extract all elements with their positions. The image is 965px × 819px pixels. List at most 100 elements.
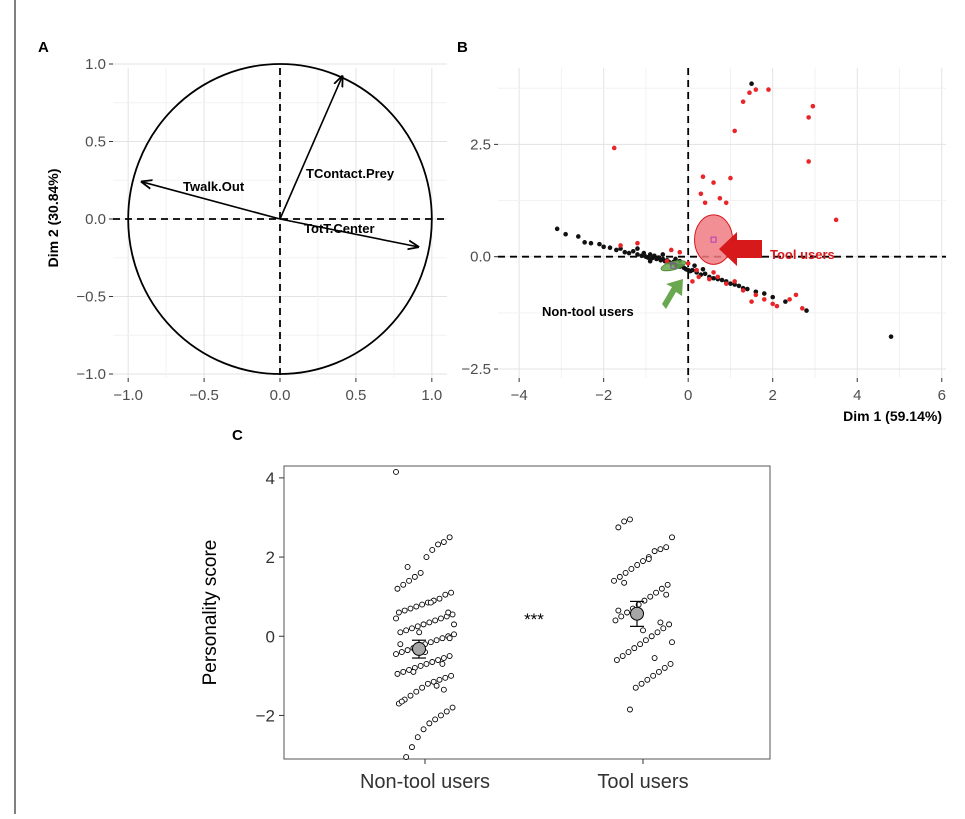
data-point xyxy=(652,549,657,554)
data-point xyxy=(433,717,438,722)
data-point xyxy=(668,661,673,666)
data-point xyxy=(643,638,648,643)
tool-point xyxy=(794,293,799,298)
data-point xyxy=(425,681,430,686)
data-point xyxy=(409,745,414,750)
data-point xyxy=(411,669,416,674)
nontool-point xyxy=(749,81,754,86)
data-point xyxy=(402,608,407,613)
y-tick-label: −0.5 xyxy=(76,289,106,306)
data-point xyxy=(408,606,413,611)
data-point xyxy=(646,557,651,562)
data-point xyxy=(446,610,451,615)
data-point xyxy=(614,658,619,663)
tool-point xyxy=(732,279,737,284)
data-point xyxy=(430,659,435,664)
tool-point xyxy=(834,218,839,223)
data-point xyxy=(444,709,449,714)
data-point xyxy=(418,570,423,575)
data-point xyxy=(441,540,446,545)
x-tick-label: 0 xyxy=(684,387,692,404)
nontool-point xyxy=(635,252,640,257)
data-point xyxy=(633,685,638,690)
x-tick-label: −1.0 xyxy=(113,387,143,404)
data-point xyxy=(658,620,663,625)
data-point xyxy=(651,673,656,678)
data-point xyxy=(408,693,413,698)
data-point xyxy=(447,535,452,540)
data-point xyxy=(654,590,659,595)
y-tick-label: −1.0 xyxy=(76,366,106,383)
tool-point xyxy=(711,270,716,275)
nontool-point xyxy=(762,291,767,296)
data-point xyxy=(642,598,647,603)
data-point xyxy=(428,600,433,605)
data-point xyxy=(632,646,637,651)
data-point xyxy=(622,519,627,524)
tool-point xyxy=(669,248,674,253)
data-point xyxy=(394,652,399,657)
nontool-point xyxy=(804,308,809,313)
data-point xyxy=(436,658,441,663)
tool-point xyxy=(806,115,811,120)
tool-point xyxy=(715,275,720,280)
nontool-point xyxy=(889,334,894,339)
nontool-point xyxy=(582,240,587,245)
data-point xyxy=(420,685,425,690)
data-point xyxy=(616,525,621,530)
data-point xyxy=(449,590,454,595)
tool-point xyxy=(699,191,704,196)
y-tick-label: 4 xyxy=(266,469,275,488)
data-point xyxy=(401,582,406,587)
tool-point xyxy=(754,293,759,298)
nontool-point xyxy=(627,251,632,256)
nontool-point xyxy=(783,299,788,304)
data-point xyxy=(670,640,675,645)
data-point xyxy=(418,663,423,668)
tool-point xyxy=(787,297,792,302)
tool-point xyxy=(811,104,816,109)
data-point xyxy=(641,559,646,564)
data-point xyxy=(404,755,409,760)
tool-point xyxy=(724,281,729,286)
tool-point xyxy=(766,87,771,92)
panel-letter: B xyxy=(457,39,468,56)
x-tick-label: −4 xyxy=(511,387,528,404)
data-point xyxy=(662,665,667,670)
data-point xyxy=(433,618,438,623)
x-tick-label: 1.0 xyxy=(421,387,442,404)
x-tick-label: 0.0 xyxy=(270,387,291,404)
data-point xyxy=(612,578,617,583)
data-point xyxy=(405,564,410,569)
nontool-point xyxy=(622,250,627,255)
data-point xyxy=(664,592,669,597)
nontool-point xyxy=(601,245,606,250)
non-tool-users-label: Non-tool users xyxy=(542,304,634,319)
data-point xyxy=(641,628,646,633)
data-point xyxy=(449,673,454,678)
data-point xyxy=(617,574,622,579)
data-point xyxy=(420,602,425,607)
data-point xyxy=(659,586,664,591)
nontool-point xyxy=(711,276,716,281)
tool-point xyxy=(718,196,723,201)
data-point xyxy=(656,669,661,674)
data-point xyxy=(443,592,448,597)
data-point xyxy=(414,604,419,609)
data-point xyxy=(665,582,670,587)
data-point xyxy=(437,677,442,682)
mean-marker xyxy=(631,607,644,620)
x-tick-label: −0.5 xyxy=(189,387,219,404)
data-point xyxy=(649,634,654,639)
data-point xyxy=(627,707,632,712)
x-category-label: Tool users xyxy=(597,771,688,793)
tool-point xyxy=(612,146,617,151)
tool-point xyxy=(618,243,623,248)
nontool-point xyxy=(701,267,706,272)
nontool-point xyxy=(728,281,733,286)
tool-point xyxy=(703,200,708,205)
tool-point xyxy=(754,87,759,92)
data-point xyxy=(613,618,618,623)
tool-point xyxy=(728,176,733,181)
tool-point xyxy=(686,261,691,266)
